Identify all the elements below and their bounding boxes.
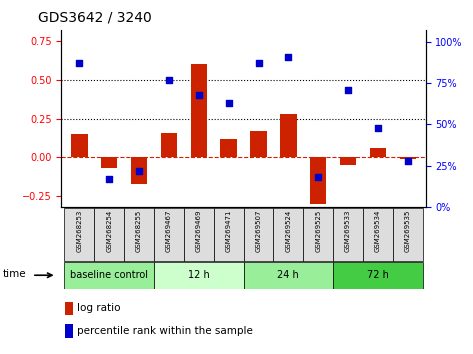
Text: GSM269535: GSM269535 xyxy=(405,210,411,252)
Bar xyxy=(64,262,154,289)
Text: GSM269467: GSM269467 xyxy=(166,210,172,252)
Text: GSM268255: GSM268255 xyxy=(136,210,142,252)
Text: GSM269469: GSM269469 xyxy=(196,210,202,252)
Bar xyxy=(131,158,147,184)
Bar xyxy=(393,208,423,261)
Bar xyxy=(333,262,423,289)
Bar xyxy=(370,148,386,158)
Text: time: time xyxy=(3,269,26,279)
Point xyxy=(195,92,202,97)
Point xyxy=(285,54,292,59)
Text: GSM269534: GSM269534 xyxy=(375,210,381,252)
Text: 72 h: 72 h xyxy=(367,270,389,280)
Bar xyxy=(214,208,244,261)
Bar xyxy=(303,208,333,261)
Point xyxy=(344,87,352,92)
Bar xyxy=(273,208,303,261)
Bar xyxy=(65,324,73,338)
Text: log ratio: log ratio xyxy=(77,303,120,314)
Bar xyxy=(64,208,94,261)
Text: GSM268253: GSM268253 xyxy=(77,210,82,252)
Text: baseline control: baseline control xyxy=(70,270,148,280)
Point xyxy=(135,168,143,173)
Bar xyxy=(65,302,73,315)
Bar xyxy=(101,158,117,168)
Text: 24 h: 24 h xyxy=(278,270,299,280)
Text: GSM269524: GSM269524 xyxy=(285,210,291,252)
Bar xyxy=(310,158,326,204)
Bar xyxy=(191,64,207,158)
Point xyxy=(105,176,113,182)
Bar xyxy=(244,208,273,261)
Text: GSM269507: GSM269507 xyxy=(255,210,262,252)
Text: 12 h: 12 h xyxy=(188,270,210,280)
Text: GSM269525: GSM269525 xyxy=(315,210,321,252)
Bar xyxy=(124,208,154,261)
Bar xyxy=(400,158,416,159)
Bar xyxy=(250,131,267,158)
Text: GDS3642 / 3240: GDS3642 / 3240 xyxy=(38,11,151,25)
Text: GSM269471: GSM269471 xyxy=(226,210,232,252)
Bar xyxy=(244,262,333,289)
Point xyxy=(76,60,83,66)
Text: percentile rank within the sample: percentile rank within the sample xyxy=(77,326,253,336)
Bar xyxy=(154,208,184,261)
Bar xyxy=(71,134,88,158)
Point xyxy=(225,100,232,106)
Bar xyxy=(161,132,177,158)
Point xyxy=(165,77,173,82)
Text: GSM268254: GSM268254 xyxy=(106,210,112,252)
Bar xyxy=(184,208,214,261)
Bar xyxy=(363,208,393,261)
Bar xyxy=(280,114,297,158)
Bar xyxy=(333,208,363,261)
Point xyxy=(404,158,412,164)
Bar xyxy=(220,139,237,158)
Text: GSM269533: GSM269533 xyxy=(345,210,351,252)
Point xyxy=(374,125,382,131)
Bar xyxy=(340,158,356,165)
Point xyxy=(315,175,322,180)
Point xyxy=(255,60,263,66)
Bar xyxy=(154,262,244,289)
Bar xyxy=(94,208,124,261)
